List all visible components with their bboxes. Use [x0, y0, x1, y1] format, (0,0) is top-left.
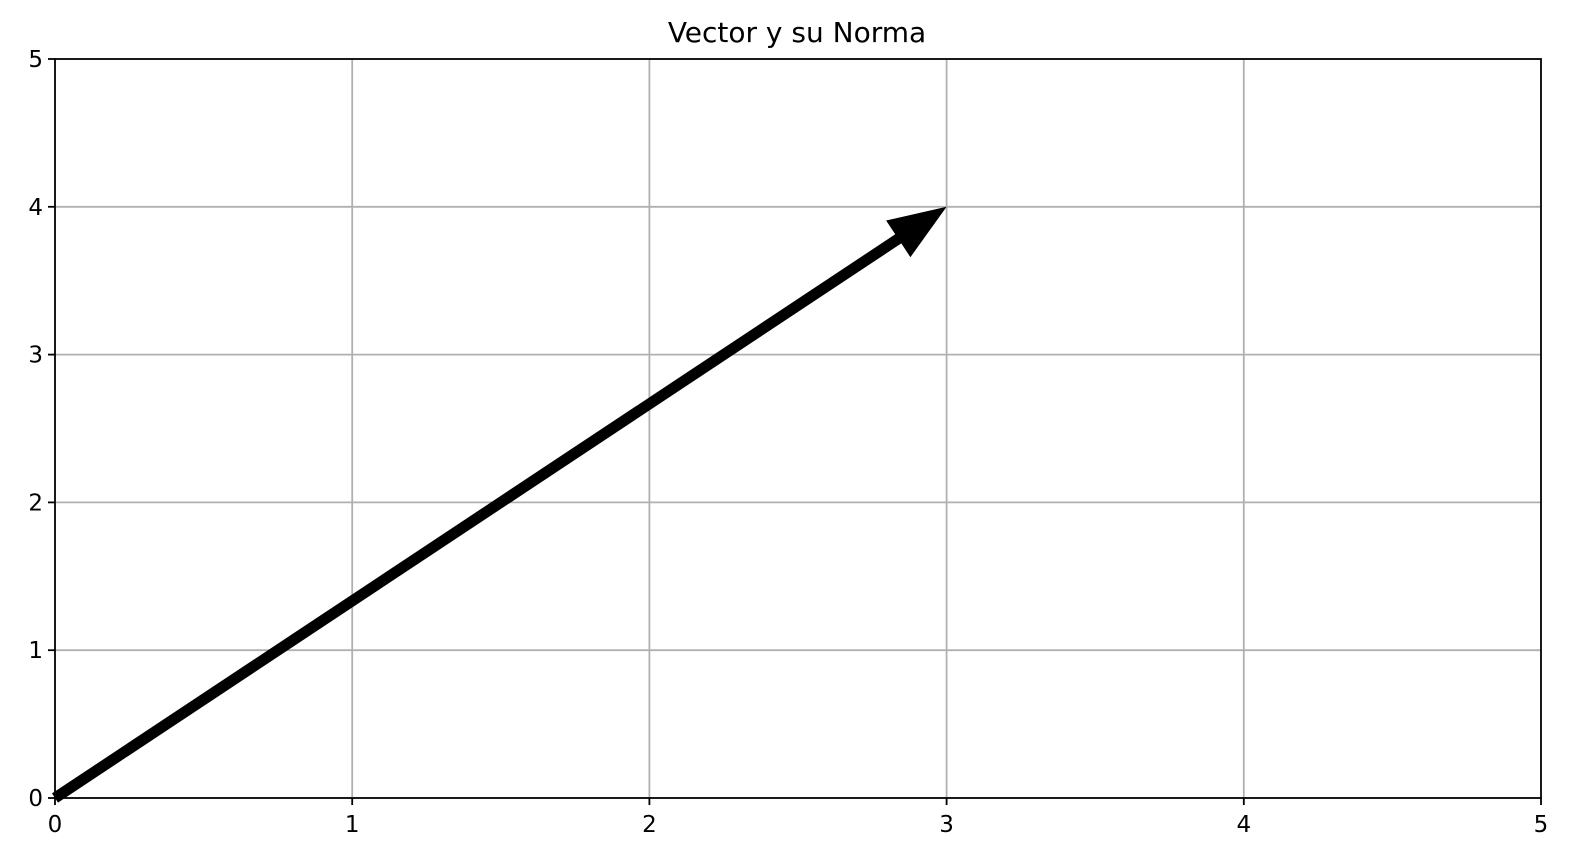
y-tick-label: 3: [28, 343, 43, 369]
x-tick-label: 4: [1236, 812, 1251, 838]
y-tick-label: 2: [28, 490, 43, 516]
grid-lines: [55, 59, 1541, 798]
x-tick-label: 1: [345, 812, 360, 838]
y-tick-label: 5: [28, 47, 43, 73]
y-tick-label: 4: [28, 195, 43, 221]
chart-title: Vector y su Norma: [668, 16, 926, 49]
x-tick-label: 3: [939, 812, 954, 838]
axes-frame: [54, 58, 1542, 799]
vector-arrow: [52, 206, 947, 803]
x-tick-label: 2: [642, 812, 657, 838]
x-tick-label: 0: [48, 812, 63, 838]
x-tick-label: 5: [1534, 812, 1549, 838]
vectors: [52, 206, 947, 803]
y-tick-label: 1: [28, 638, 43, 664]
y-tick-label: 0: [28, 786, 43, 812]
axis-ticks: 0 1 2 3 4 5 0 1 2 3 4 5: [28, 47, 1548, 838]
